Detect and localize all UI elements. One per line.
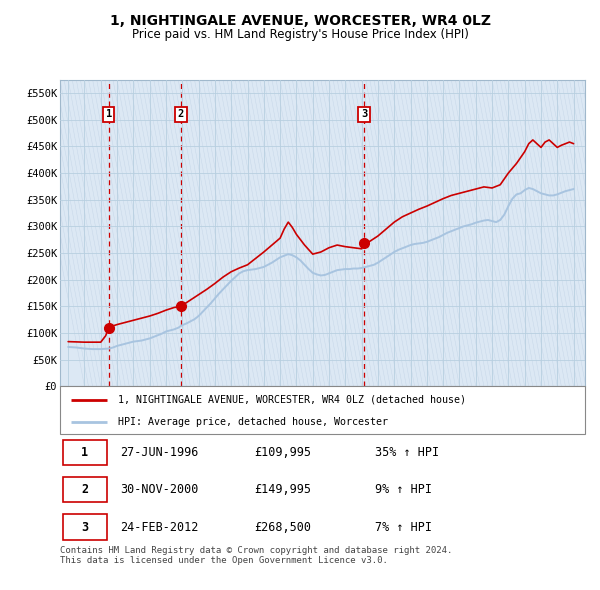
Text: 1, NIGHTINGALE AVENUE, WORCESTER, WR4 0LZ (detached house): 1, NIGHTINGALE AVENUE, WORCESTER, WR4 0L… — [118, 395, 466, 405]
Text: Contains HM Land Registry data © Crown copyright and database right 2024.
This d: Contains HM Land Registry data © Crown c… — [60, 546, 452, 565]
Text: 7% ↑ HPI: 7% ↑ HPI — [375, 520, 432, 533]
FancyBboxPatch shape — [62, 440, 107, 465]
FancyBboxPatch shape — [62, 514, 107, 540]
Text: 9% ↑ HPI: 9% ↑ HPI — [375, 483, 432, 496]
Text: 3: 3 — [82, 520, 89, 533]
Text: £149,995: £149,995 — [254, 483, 311, 496]
Text: 27-JUN-1996: 27-JUN-1996 — [121, 446, 199, 459]
Text: 2: 2 — [82, 483, 89, 496]
Text: 30-NOV-2000: 30-NOV-2000 — [121, 483, 199, 496]
Text: 2: 2 — [178, 109, 184, 119]
Text: 1: 1 — [106, 109, 112, 119]
Text: £109,995: £109,995 — [254, 446, 311, 459]
Text: 24-FEB-2012: 24-FEB-2012 — [121, 520, 199, 533]
Text: 35% ↑ HPI: 35% ↑ HPI — [375, 446, 439, 459]
Text: HPI: Average price, detached house, Worcester: HPI: Average price, detached house, Worc… — [118, 417, 388, 427]
Text: Price paid vs. HM Land Registry's House Price Index (HPI): Price paid vs. HM Land Registry's House … — [131, 28, 469, 41]
FancyBboxPatch shape — [62, 477, 107, 503]
Text: £268,500: £268,500 — [254, 520, 311, 533]
Text: 1: 1 — [82, 446, 89, 459]
Text: 1, NIGHTINGALE AVENUE, WORCESTER, WR4 0LZ: 1, NIGHTINGALE AVENUE, WORCESTER, WR4 0L… — [110, 14, 491, 28]
FancyBboxPatch shape — [60, 386, 585, 434]
Text: 3: 3 — [361, 109, 367, 119]
